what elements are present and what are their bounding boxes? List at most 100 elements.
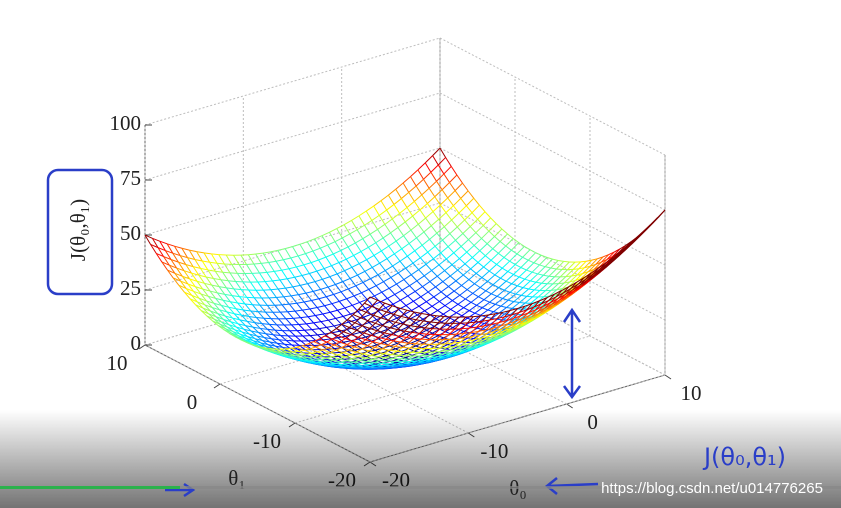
mesh-line [333, 294, 340, 302]
mesh-line [374, 343, 381, 348]
mesh-line [326, 357, 334, 361]
mesh-line [451, 219, 458, 228]
mesh-line [421, 194, 428, 204]
progress-bar[interactable] [0, 486, 180, 489]
mesh-line [444, 300, 453, 307]
mesh-line [380, 343, 388, 346]
mesh-line [435, 353, 444, 356]
mesh-line [172, 252, 181, 257]
mesh-line [355, 281, 364, 287]
mesh-line [200, 310, 208, 317]
mesh-line [324, 353, 333, 358]
mesh-line [337, 354, 346, 358]
mesh-line [400, 341, 409, 344]
mesh-line [411, 348, 418, 353]
mesh-line [371, 305, 380, 310]
mesh-line [189, 298, 196, 306]
mesh-line [556, 261, 565, 270]
progress-track[interactable] [0, 486, 841, 489]
mesh-line [343, 352, 351, 356]
mesh-line [420, 296, 427, 303]
mesh-line [349, 229, 358, 235]
mesh-line [370, 278, 377, 286]
mesh-line [453, 198, 462, 207]
mesh-line [203, 252, 211, 263]
mesh-line [416, 280, 423, 287]
mesh-line [346, 358, 353, 362]
mesh-line [358, 357, 365, 361]
mesh-line [424, 310, 431, 316]
mesh-line [367, 246, 375, 256]
mesh-line [400, 299, 407, 306]
mesh-line [442, 281, 449, 287]
mesh-line [387, 194, 395, 205]
mesh-line [427, 251, 434, 260]
mesh-line [466, 336, 474, 342]
mesh-line [257, 311, 265, 319]
mesh-line [285, 348, 294, 353]
mesh-line [263, 317, 270, 325]
mesh-line [493, 305, 502, 313]
mesh-line [348, 363, 356, 366]
mesh-line [502, 310, 511, 313]
mesh-line [378, 308, 387, 313]
mesh-line [491, 318, 498, 325]
mesh-line [178, 284, 185, 293]
mesh-line [359, 298, 368, 303]
mesh-line [290, 257, 297, 268]
mesh-line [511, 302, 520, 309]
mesh-line [327, 244, 334, 255]
mesh-line [344, 307, 351, 315]
mesh-line [328, 344, 335, 349]
mesh-line [473, 245, 481, 252]
mesh-line [296, 345, 303, 348]
mesh-line [245, 303, 253, 306]
mesh-line [268, 262, 275, 272]
mesh-line [446, 258, 453, 266]
mesh-line [144, 234, 152, 245]
mesh-line [318, 256, 327, 261]
mesh-line [571, 274, 578, 277]
mesh-line [458, 212, 466, 221]
mesh-line [277, 288, 285, 298]
mesh-line [371, 220, 378, 230]
mesh-line [472, 287, 481, 294]
mesh-line [606, 251, 615, 260]
mesh-line [244, 273, 251, 283]
mesh-line [546, 276, 555, 285]
mesh-line [462, 268, 471, 276]
mesh-line [191, 272, 199, 276]
mesh-line [394, 325, 402, 331]
mesh-line [324, 335, 333, 340]
mesh-line [495, 223, 503, 230]
mesh-line [516, 246, 525, 255]
mesh-line [494, 298, 503, 305]
mesh-line [251, 343, 258, 347]
mesh-line [340, 291, 348, 300]
mesh-line [541, 282, 548, 285]
mesh-line [245, 325, 252, 332]
z-tick-label: 0 [131, 331, 142, 355]
mesh-line [232, 317, 239, 325]
mesh-line [197, 301, 205, 306]
mesh-line [355, 238, 363, 244]
mesh-line [395, 235, 404, 242]
mesh-line [252, 304, 259, 312]
mesh-line [354, 346, 363, 350]
mesh-line [269, 341, 278, 344]
mesh-line [584, 259, 593, 269]
mesh-line [369, 233, 377, 244]
mesh-line [424, 321, 432, 329]
mesh-line [262, 251, 271, 254]
mesh-line [440, 291, 448, 297]
mesh-line [172, 277, 181, 282]
annotation-arrow [562, 307, 582, 400]
mesh-line [252, 326, 261, 329]
mesh-line [248, 316, 255, 324]
mesh-line [301, 275, 309, 284]
mesh-line [515, 264, 522, 268]
mesh-line [235, 281, 242, 290]
mesh-line [202, 260, 210, 263]
mesh-line [380, 338, 387, 344]
mesh-line [193, 291, 200, 299]
